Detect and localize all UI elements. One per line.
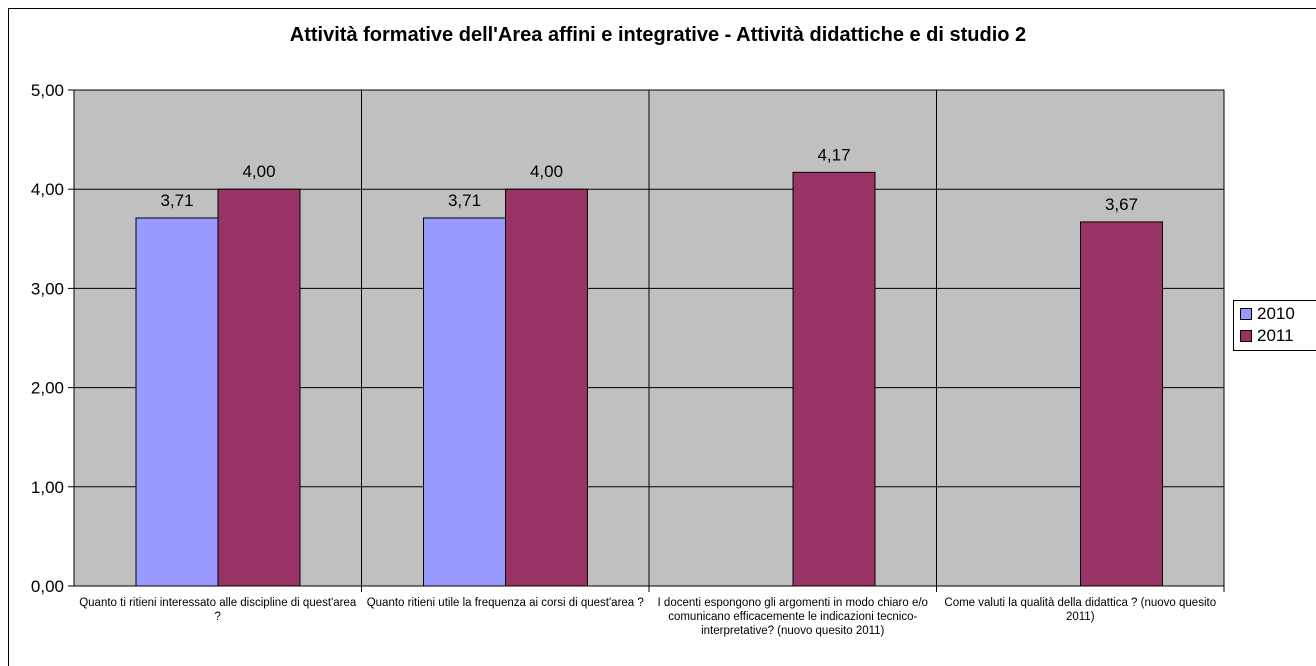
- y-tick-label: 4,00: [31, 180, 64, 199]
- y-tick-label: 1,00: [31, 478, 64, 497]
- y-tick-label: 0,00: [31, 577, 64, 596]
- legend-label: 2010: [1257, 304, 1295, 323]
- bar-2011: [1080, 221, 1163, 587]
- legend-item-2010: 2010: [1240, 304, 1295, 324]
- legend-swatch: [1240, 330, 1252, 342]
- chart-title: Attività formative dell'Area affini e in…: [289, 24, 1027, 46]
- bar-2011: [217, 188, 301, 587]
- data-label: 3,71: [448, 191, 481, 210]
- bar-2011: [792, 171, 876, 587]
- bar-2011: [505, 188, 588, 587]
- x-tick-label: Come valuti la qualità della didattica ?…: [944, 597, 1217, 623]
- x-tick-label: Quanto ritieni utile la frequenza ai cor…: [366, 597, 644, 609]
- data-label: 3,71: [160, 191, 193, 210]
- legend-item-2011: 2011: [1240, 326, 1294, 346]
- legend-swatch: [1240, 308, 1252, 320]
- data-label: 4,17: [817, 145, 850, 164]
- data-label: 4,00: [242, 162, 275, 181]
- bar-2010: [423, 217, 506, 587]
- bar-2010: [135, 217, 219, 587]
- data-label: 3,67: [1105, 195, 1138, 214]
- data-label: 4,00: [530, 162, 563, 181]
- legend-label: 2011: [1257, 326, 1294, 345]
- y-tick-label: 3,00: [31, 279, 64, 298]
- x-tick-label: Quanto ti ritieni interessato alle disci…: [79, 597, 357, 623]
- x-tick-label: I docenti espongono gli argomenti in mod…: [657, 597, 928, 637]
- y-tick-label: 2,00: [31, 379, 64, 398]
- y-tick-label: 5,00: [31, 81, 64, 100]
